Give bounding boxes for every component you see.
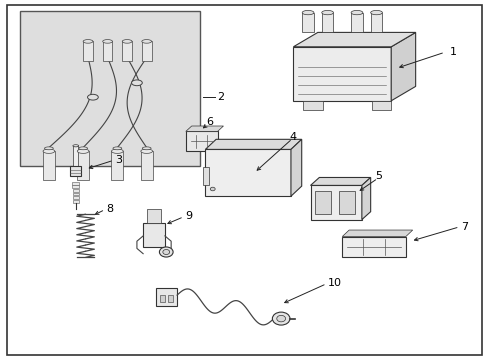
Polygon shape bbox=[205, 139, 301, 149]
Bar bbox=[315, 191, 331, 214]
Bar bbox=[342, 237, 405, 257]
Text: 3: 3 bbox=[115, 155, 122, 165]
Text: 7: 7 bbox=[460, 222, 467, 232]
Polygon shape bbox=[361, 177, 370, 220]
Ellipse shape bbox=[87, 94, 98, 100]
Ellipse shape bbox=[102, 40, 112, 43]
Bar bbox=[155, 288, 177, 306]
Bar bbox=[141, 151, 152, 180]
Polygon shape bbox=[310, 177, 370, 185]
Bar bbox=[302, 13, 313, 32]
Bar bbox=[143, 223, 164, 247]
Bar bbox=[147, 209, 161, 223]
Ellipse shape bbox=[44, 147, 53, 150]
Text: 10: 10 bbox=[327, 278, 341, 288]
Ellipse shape bbox=[142, 147, 151, 150]
Bar bbox=[72, 182, 79, 185]
Text: 5: 5 bbox=[375, 171, 382, 181]
Ellipse shape bbox=[210, 187, 215, 191]
Ellipse shape bbox=[302, 10, 313, 15]
Text: 4: 4 bbox=[289, 132, 296, 142]
Bar bbox=[321, 13, 333, 32]
Bar bbox=[72, 185, 79, 188]
Text: 6: 6 bbox=[205, 117, 212, 127]
Text: 1: 1 bbox=[449, 47, 456, 57]
Polygon shape bbox=[185, 126, 223, 131]
Bar bbox=[370, 13, 382, 32]
Bar bbox=[111, 151, 123, 180]
Ellipse shape bbox=[276, 315, 285, 322]
Polygon shape bbox=[290, 139, 301, 196]
Bar bbox=[73, 196, 79, 199]
Ellipse shape bbox=[370, 10, 382, 15]
Ellipse shape bbox=[79, 147, 87, 150]
Bar bbox=[293, 47, 390, 101]
Ellipse shape bbox=[77, 149, 89, 153]
Bar bbox=[122, 41, 132, 61]
Bar bbox=[70, 166, 81, 176]
Polygon shape bbox=[293, 32, 415, 47]
Ellipse shape bbox=[122, 40, 132, 43]
Ellipse shape bbox=[43, 149, 55, 153]
Ellipse shape bbox=[111, 149, 123, 153]
Polygon shape bbox=[342, 230, 412, 237]
Text: 9: 9 bbox=[184, 211, 192, 221]
Bar bbox=[77, 151, 89, 180]
Ellipse shape bbox=[131, 80, 142, 86]
Text: 2: 2 bbox=[217, 92, 224, 102]
Bar bbox=[205, 149, 290, 196]
Bar bbox=[72, 189, 79, 192]
Ellipse shape bbox=[159, 247, 173, 257]
Bar bbox=[73, 146, 78, 166]
Ellipse shape bbox=[113, 147, 122, 150]
Ellipse shape bbox=[142, 40, 151, 43]
Bar bbox=[338, 191, 354, 214]
Ellipse shape bbox=[83, 40, 93, 43]
Ellipse shape bbox=[321, 10, 333, 15]
Bar bbox=[73, 200, 79, 203]
Ellipse shape bbox=[141, 149, 152, 153]
Bar bbox=[43, 151, 55, 180]
Ellipse shape bbox=[73, 145, 79, 147]
Polygon shape bbox=[390, 32, 415, 101]
Bar bbox=[303, 101, 322, 110]
Bar bbox=[350, 13, 362, 32]
Text: 8: 8 bbox=[106, 204, 114, 214]
Bar bbox=[142, 41, 151, 61]
Bar bbox=[371, 101, 390, 110]
Bar bbox=[73, 193, 79, 195]
Bar bbox=[83, 41, 93, 61]
Bar bbox=[102, 41, 112, 61]
Bar bbox=[203, 167, 208, 185]
Ellipse shape bbox=[163, 249, 169, 255]
Bar bbox=[167, 295, 172, 302]
Ellipse shape bbox=[272, 312, 289, 325]
Bar bbox=[185, 131, 217, 151]
Bar bbox=[20, 11, 200, 166]
Bar bbox=[310, 185, 361, 220]
Ellipse shape bbox=[350, 10, 362, 15]
Bar bbox=[160, 295, 164, 302]
